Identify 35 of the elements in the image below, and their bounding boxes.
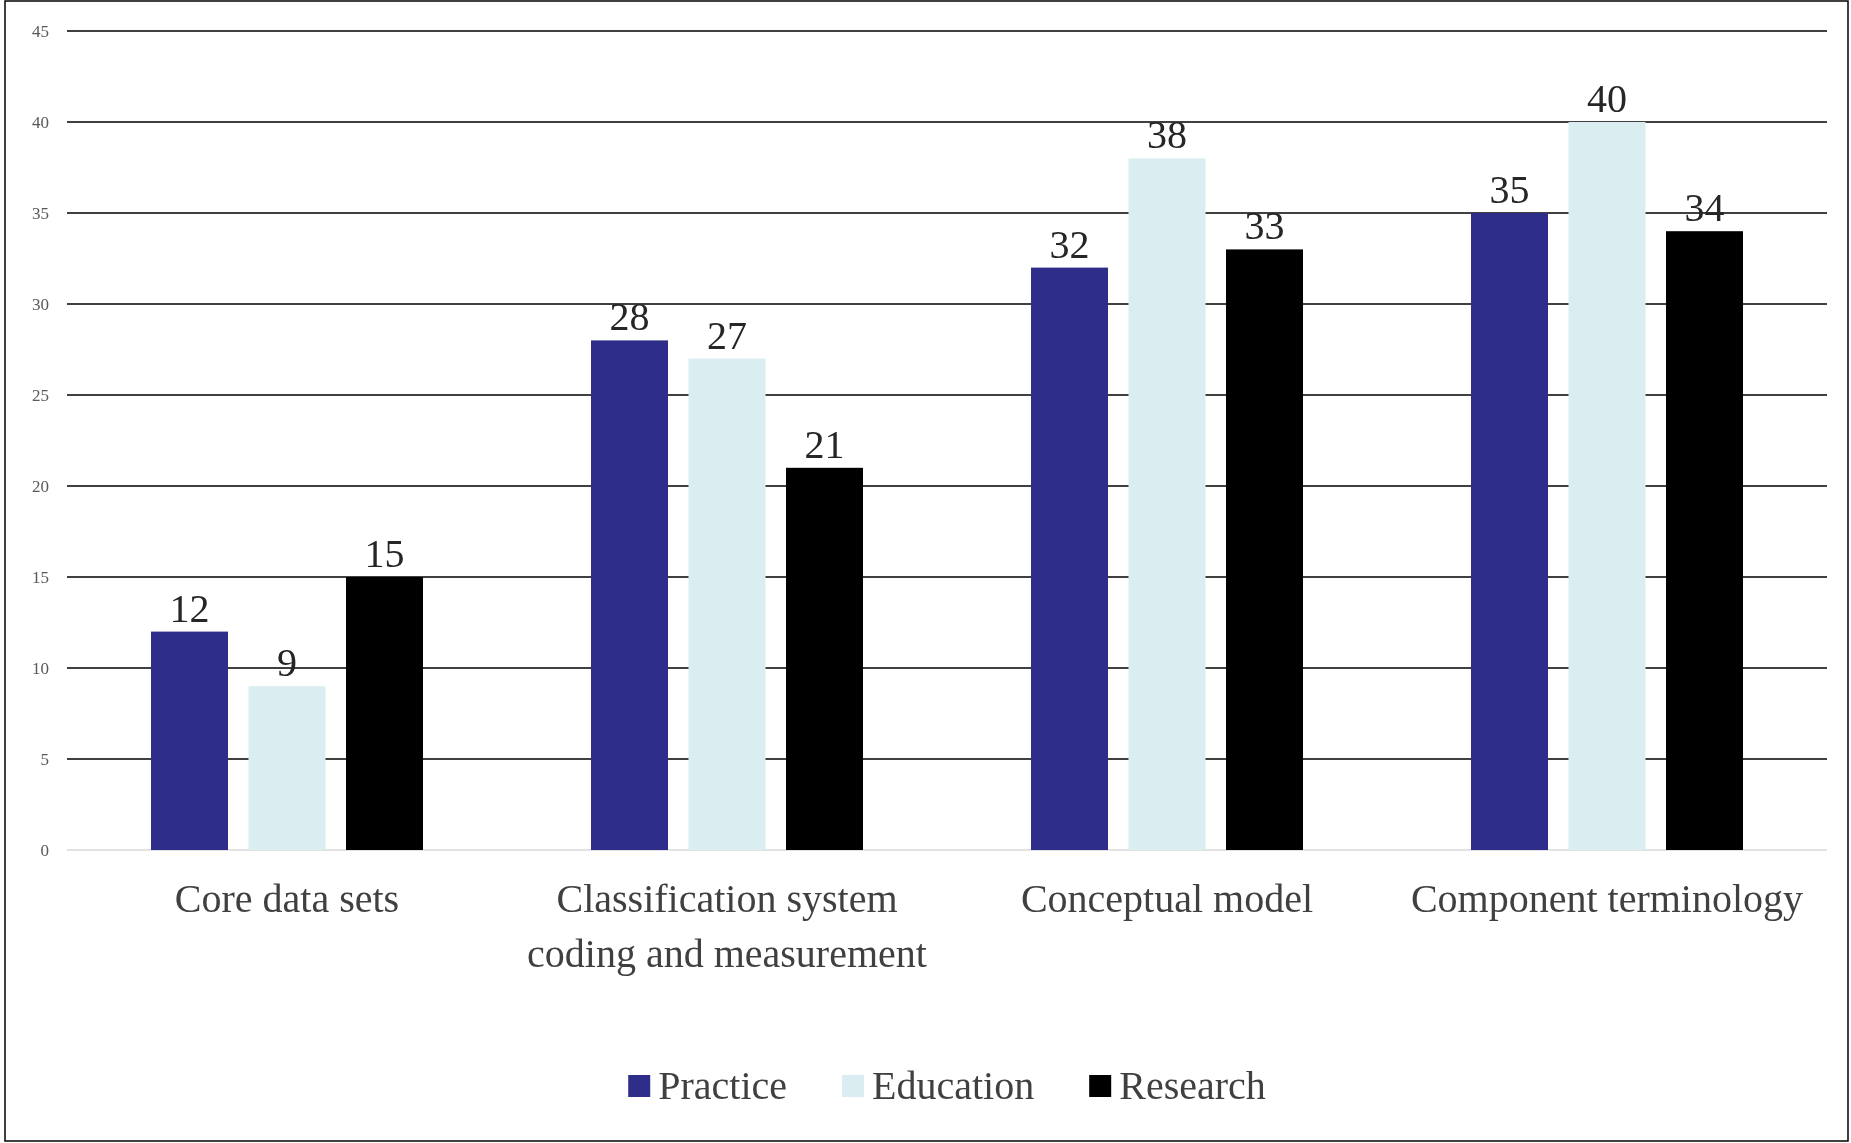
x-tick-label: Conceptual model <box>1020 876 1314 921</box>
legend-label: Research <box>1119 1063 1266 1109</box>
data-label: 15 <box>364 531 405 576</box>
bar <box>1568 122 1646 850</box>
x-tick-label: Component terminology <box>1410 876 1804 921</box>
bar <box>1128 158 1206 850</box>
data-label: 40 <box>1587 76 1627 121</box>
data-label: 12 <box>169 585 210 631</box>
bar <box>1471 213 1548 850</box>
bar <box>591 340 668 850</box>
y-tick-label: 35 <box>32 203 49 223</box>
data-label: 32 <box>1049 221 1090 267</box>
y-tick-label: 5 <box>40 749 49 769</box>
data-label: 28 <box>609 294 650 340</box>
bar <box>1031 267 1108 850</box>
bar <box>248 686 326 850</box>
y-tick-label: 25 <box>32 385 49 405</box>
x-tick-label: Classification system coding and measurement <box>527 876 927 976</box>
legend-label: Practice <box>658 1063 788 1109</box>
y-tick-label: 30 <box>32 294 49 314</box>
x-tick-label: Core data sets <box>174 876 400 921</box>
data-label: 35 <box>1489 167 1530 212</box>
y-tick-label: 45 <box>32 21 49 41</box>
y-tick-label: 10 <box>32 658 49 678</box>
data-label: 33 <box>1244 203 1285 249</box>
data-label: 21 <box>804 421 845 467</box>
data-label: 38 <box>1147 112 1187 158</box>
y-tick-label: 15 <box>32 567 49 587</box>
y-tick-label: 20 <box>32 476 49 496</box>
bar <box>151 631 228 850</box>
y-tick-label: 40 <box>32 112 49 132</box>
bar <box>688 358 766 850</box>
data-label: 27 <box>707 312 747 358</box>
y-tick-label: 0 <box>40 840 49 860</box>
legend-label: Education <box>872 1063 1035 1109</box>
